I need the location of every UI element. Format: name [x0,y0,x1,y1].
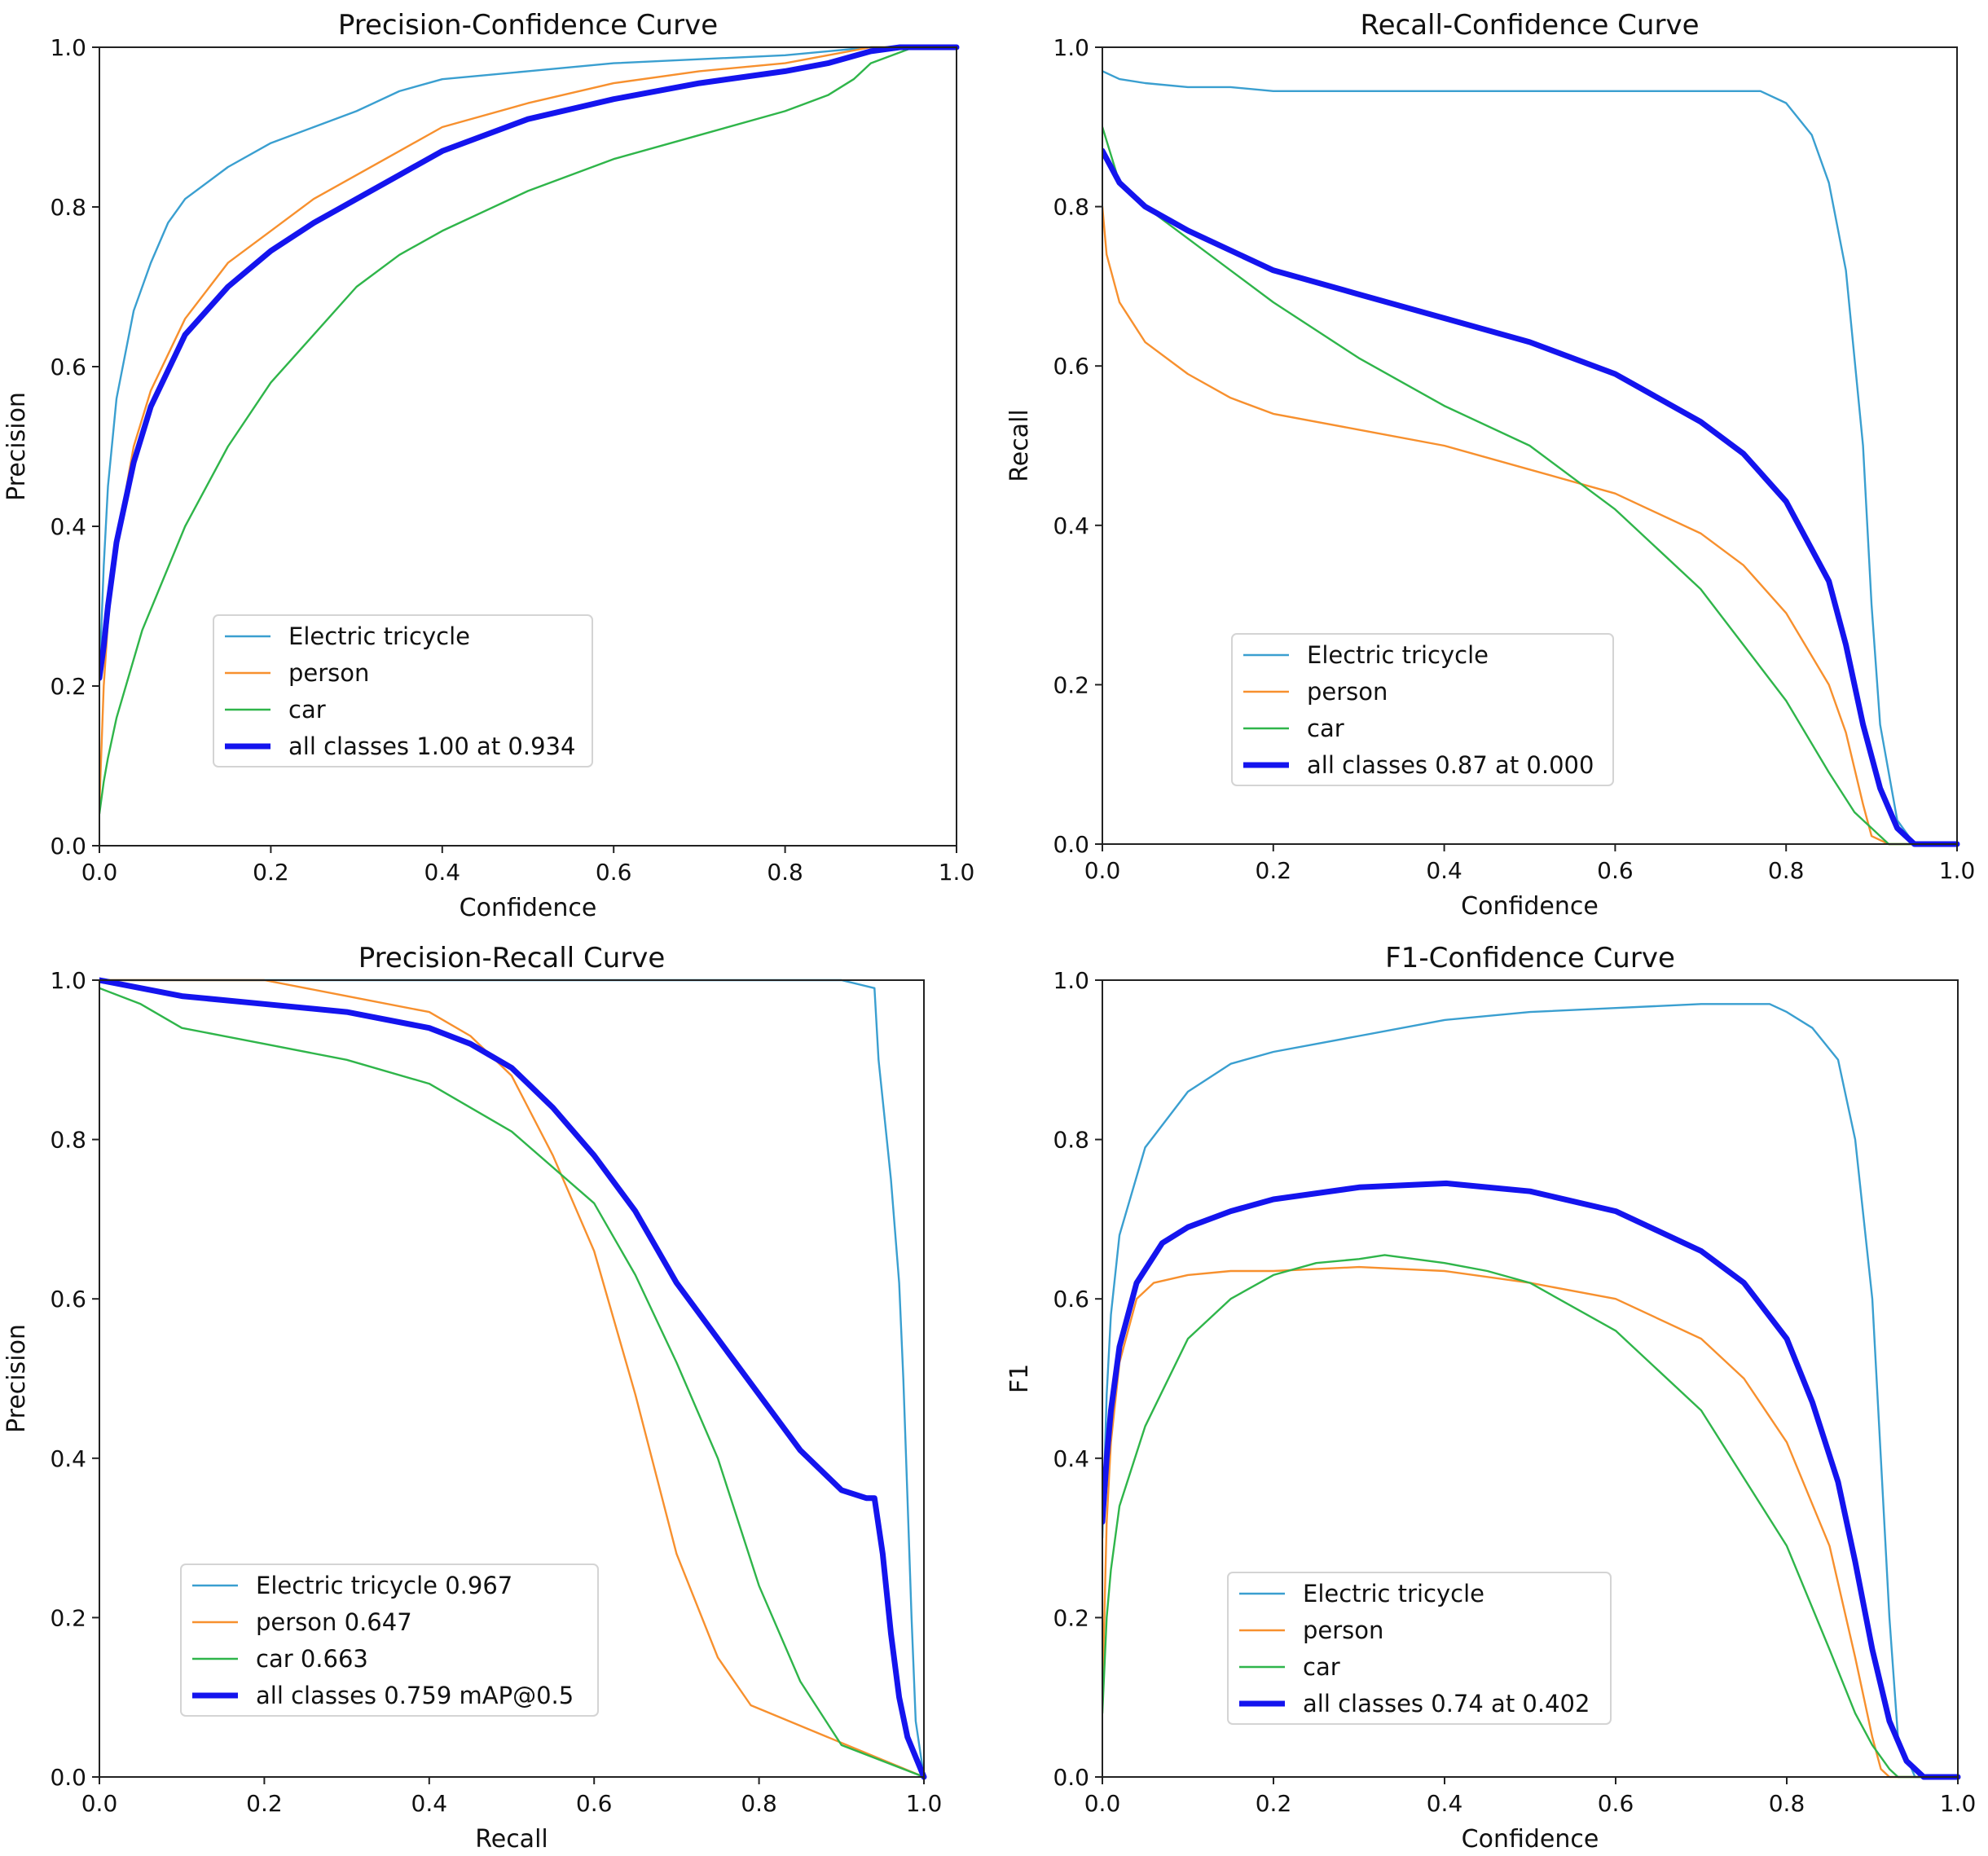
y-tick-label: 0.6 [1053,353,1089,380]
y-tick-label: 0.2 [1053,671,1089,698]
chart-title: Recall-Confidence Curve [1361,9,1700,42]
series-line-electric-tricycle [99,47,957,678]
y-tick-label: 0.4 [1053,1445,1089,1472]
y-axis-label: Precision [2,1324,31,1433]
legend-label: car 0.663 [256,1645,368,1673]
legend-label: person [1307,678,1388,706]
y-tick-label: 0.8 [50,194,86,221]
x-tick-label: 0.0 [81,1790,118,1817]
figure-root: Precision-Confidence Curve 0.0 0.2 0.4 0.6 0.… [0,0,1988,1856]
x-tick-label: 0.8 [1768,857,1805,884]
x-tick-label: 1.0 [1939,857,1976,884]
x-tick-label: 0.0 [1084,1790,1121,1817]
legend-label: car [288,696,326,723]
y-tick-label: 0.4 [1053,512,1089,539]
y-tick-label: 1.0 [50,34,86,61]
legend: Electric tricycle person car all classes 0.… [1232,634,1613,785]
y-axis-label: Precision [2,392,31,501]
y-tick-label: 0.4 [50,513,86,540]
x-tick-label: 0.6 [576,1790,613,1817]
x-tick-label: 0.4 [411,1790,448,1817]
x-tick-label: 0.0 [81,859,118,886]
x-axis-label: Recall [475,1825,548,1854]
y-tick-label: 0.2 [50,673,86,700]
legend-label: all classes 1.00 at 0.934 [288,732,575,760]
x-tick-label: 0.2 [246,1790,283,1817]
y-tick-label: 1.0 [1053,34,1089,61]
x-axis-label: Confidence [1462,1825,1599,1854]
x-axis-label: Confidence [460,894,597,922]
legend: Electric tricycle person car all classes 1.… [213,615,592,767]
legend-label: person [1303,1616,1383,1644]
x-tick-label: 1.0 [1940,1790,1977,1817]
y-tick-label: 0.6 [50,354,86,380]
legend-label: car [1303,1653,1340,1681]
chart-rc: Recall-Confidence Curve 0.0 0.2 0.4 0.6 0.8 1.… [1005,9,1975,921]
x-tick-label: 0.4 [1426,857,1462,884]
chart-title: F1-Confidence Curve [1385,942,1675,974]
y-tick-label: 1.0 [1053,967,1089,994]
legend-label: all classes 0.759 mAP@0.5 [256,1682,574,1709]
y-tick-label: 0.6 [50,1286,86,1313]
x-tick-label: 0.6 [596,859,632,886]
legend-label: person 0.647 [256,1608,412,1636]
x-tick-label: 0.4 [1427,1790,1463,1817]
legend-label: Electric tricycle 0.967 [256,1572,512,1599]
y-tick-label: 0.0 [50,1764,86,1791]
y-tick-label: 0.8 [1053,194,1089,221]
x-tick-label: 0.8 [741,1790,777,1817]
legend-label: Electric tricycle [1307,641,1489,669]
x-tick-label: 0.2 [253,859,289,886]
y-axis-label: Recall [1005,409,1034,482]
legend: Electric tricycle 0.967 person 0.647 car 0… [181,1564,598,1716]
y-axis-label: F1 [1005,1364,1034,1393]
x-axis-label: Confidence [1461,892,1599,921]
legend-label: all classes 0.87 at 0.000 [1307,751,1594,779]
y-tick-label: 0.0 [50,833,86,860]
chart-title: Precision-Recall Curve [358,942,666,974]
legend-label: Electric tricycle [288,622,470,650]
chart-title: Precision-Confidence Curve [338,9,718,42]
legend-label: Electric tricycle [1303,1580,1484,1608]
x-tick-label: 1.0 [939,859,975,886]
chart-f1: F1-Confidence Curve 0.0 0.2 0.4 0.6 0.8 1.0 0.0… [1005,942,1976,1854]
x-tick-label: 0.0 [1084,857,1121,884]
series-line-all-classes [99,47,957,678]
y-tick-label: 0.8 [1053,1127,1089,1154]
legend-label: all classes 0.74 at 0.402 [1303,1690,1590,1717]
y-tick-label: 0.4 [50,1445,86,1472]
legend-label: person [288,659,369,687]
chart-pr: Precision-Recall Curve 0.0 0.2 0.4 0.6 0.8 1.0… [2,942,942,1854]
x-tick-label: 0.8 [767,859,803,886]
x-tick-label: 1.0 [906,1790,943,1817]
y-tick-label: 0.2 [50,1604,86,1631]
chart-pc: Precision-Confidence Curve 0.0 0.2 0.4 0.6 0.… [2,9,974,922]
legend: Electric tricycle person car all classes 0.… [1228,1572,1611,1724]
y-tick-label: 0.6 [1053,1286,1089,1313]
x-tick-label: 0.2 [1256,857,1292,884]
legend-label: car [1307,715,1344,742]
x-tick-label: 0.6 [1598,1790,1634,1817]
y-tick-label: 0.0 [1053,1764,1089,1791]
x-tick-label: 0.6 [1597,857,1634,884]
x-tick-label: 0.2 [1256,1790,1292,1817]
y-tick-label: 0.8 [50,1127,86,1154]
y-tick-label: 1.0 [50,967,86,994]
y-tick-label: 0.2 [1053,1604,1089,1631]
x-tick-label: 0.4 [424,859,461,886]
y-tick-label: 0.0 [1053,831,1089,858]
x-tick-label: 0.8 [1769,1790,1805,1817]
